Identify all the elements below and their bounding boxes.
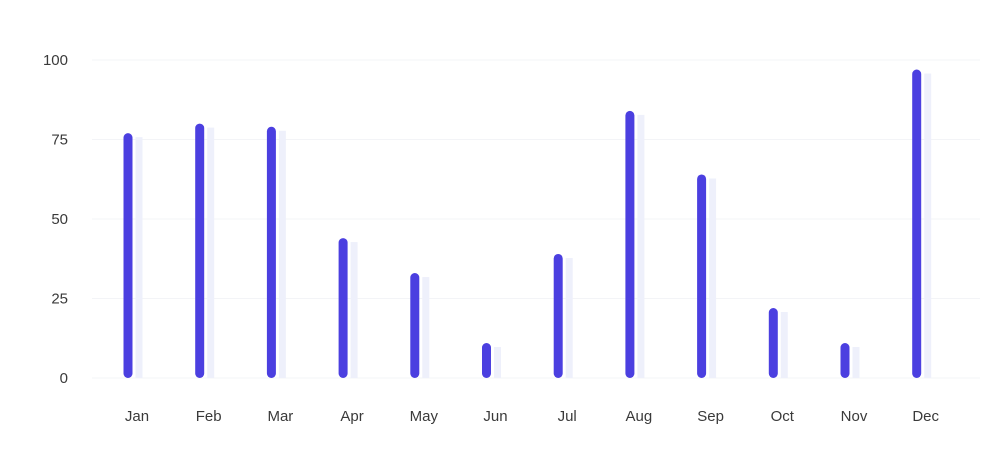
x-tick-label: Aug — [626, 408, 653, 425]
bar-shadow — [852, 347, 860, 378]
bar-jun[interactable] — [482, 343, 491, 378]
bar-apr[interactable] — [338, 238, 348, 378]
bar-feb[interactable] — [195, 123, 205, 378]
y-tick-label: 75 — [51, 132, 68, 149]
bar-shadow — [207, 127, 215, 378]
x-tick-label: Oct — [771, 408, 795, 425]
bar-sep[interactable] — [697, 174, 707, 378]
x-tick-label: Feb — [196, 408, 222, 425]
x-tick-label: Jun — [483, 408, 507, 425]
y-tick-label: 100 — [43, 52, 68, 69]
bar-shadow — [422, 277, 430, 378]
bar-oct[interactable] — [768, 308, 778, 378]
y-tick-label: 0 — [60, 370, 68, 387]
x-tick-label: Apr — [340, 408, 363, 425]
bar-shadow — [135, 137, 143, 378]
x-axis: Jan Feb Mar Apr May Jun Jul Aug Sep Oct Nov Dec — [125, 408, 940, 425]
bar-shadow — [709, 178, 717, 378]
y-tick-label: 25 — [51, 291, 68, 308]
bar-dec[interactable] — [912, 69, 922, 378]
x-tick-label: May — [410, 408, 439, 425]
bar-jul[interactable] — [553, 253, 563, 378]
bar-shadow-layer — [135, 73, 932, 378]
bar-jan[interactable] — [123, 133, 133, 378]
bar-shadow — [494, 347, 501, 378]
bar-shadow — [637, 114, 645, 378]
bar-aug[interactable] — [625, 110, 635, 378]
bar-nov[interactable] — [840, 343, 850, 378]
y-axis: 0 25 50 75 100 — [43, 52, 68, 387]
bar-may[interactable] — [410, 273, 420, 378]
y-tick-label: 50 — [51, 211, 68, 228]
x-tick-label: Sep — [697, 408, 724, 425]
x-tick-label: Jul — [558, 408, 577, 425]
x-tick-label: Nov — [841, 408, 868, 425]
bar-shadow — [924, 73, 932, 378]
x-tick-label: Jan — [125, 408, 149, 425]
x-tick-label: Mar — [267, 408, 293, 425]
bar-mar[interactable] — [266, 126, 276, 378]
bar-shadow — [350, 242, 358, 378]
x-tick-label: Dec — [912, 408, 939, 425]
bar-shadow — [565, 257, 573, 378]
grid-layer — [92, 59, 980, 379]
bar-shadow — [278, 130, 286, 378]
bar-layer — [123, 69, 922, 378]
bar-shadow — [780, 312, 788, 378]
